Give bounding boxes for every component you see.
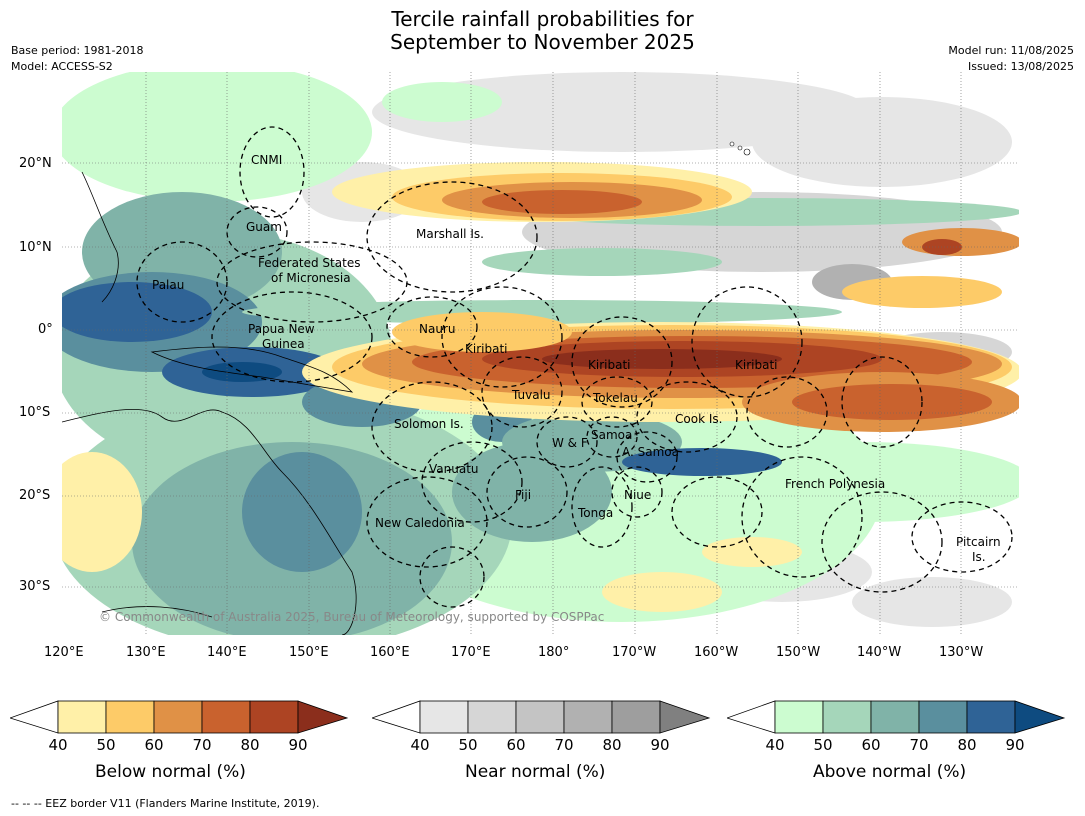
- label-pitcairn-line2: Is.: [972, 550, 986, 564]
- above-tick-90: 90: [1005, 736, 1025, 754]
- label-samoa: Samoa: [591, 428, 633, 442]
- label-kiribati-east: Kiribati: [735, 358, 778, 372]
- map-title-line1: Tercile rainfall probabilities for: [391, 7, 694, 31]
- lon-label-170w: 170°W: [612, 645, 657, 660]
- label-vanuatu: Vanuatu: [429, 462, 479, 476]
- above-tick-70: 70: [909, 736, 929, 754]
- label-nauru: Nauru: [419, 322, 456, 336]
- near-tick-50: 50: [458, 736, 478, 754]
- label-cnmi: CNMI: [251, 153, 283, 167]
- label-kiribati-central: Kiribati: [588, 358, 631, 372]
- label-png-line2: Guinea: [262, 337, 305, 351]
- below-tick-60: 60: [144, 736, 164, 754]
- lat-label-10s: 10°S: [19, 405, 51, 420]
- label-tuvalu: Tuvalu: [512, 388, 551, 402]
- below-tick-80: 80: [240, 736, 260, 754]
- label-guam: Guam: [246, 220, 282, 234]
- label-niue: Niue: [624, 488, 652, 502]
- lon-label-140e: 140°E: [207, 645, 247, 660]
- label-marshall: Marshall Is.: [416, 227, 484, 241]
- above-tick-40: 40: [765, 736, 785, 754]
- lon-label-130e: 130°E: [126, 645, 166, 660]
- label-palau: Palau: [152, 278, 185, 292]
- label-new-caledonia: New Caledonia: [375, 516, 465, 530]
- lon-label-170e: 170°E: [451, 645, 491, 660]
- near-tick-60: 60: [506, 736, 526, 754]
- graticule: [62, 72, 1019, 635]
- below-tick-90: 90: [288, 736, 308, 754]
- below-normal-title: Below normal (%): [95, 762, 246, 782]
- lat-label-20s: 20°S: [19, 488, 51, 503]
- lon-label-160w: 160°W: [694, 645, 739, 660]
- hawaii-islands: [729, 141, 751, 156]
- eez-footnote: -- -- -- EEZ border V11 (Flanders Marine…: [11, 797, 320, 810]
- colorbar-above-normal: [727, 700, 1066, 734]
- near-tick-80: 80: [602, 736, 622, 754]
- lon-label-130w: 130°W: [939, 645, 984, 660]
- issued-date: Issued: 13/08/2025: [967, 60, 1074, 73]
- below-tick-70: 70: [192, 736, 212, 754]
- label-french-polynesia: French Polynesia: [785, 477, 886, 491]
- label-solomon: Solomon Is.: [394, 417, 464, 431]
- above-normal-title: Above normal (%): [813, 762, 967, 782]
- below-tick-50: 50: [96, 736, 116, 754]
- lon-label-140w: 140°W: [857, 645, 902, 660]
- colorbar-near-normal: [372, 700, 711, 734]
- near-tick-40: 40: [410, 736, 430, 754]
- label-cook-islands: Cook Is.: [675, 412, 723, 426]
- label-kiribati-west: Kiribati: [465, 342, 508, 356]
- near-tick-90: 90: [650, 736, 670, 754]
- coastlines: [62, 171, 357, 635]
- lat-label-20n: 20°N: [19, 156, 52, 171]
- above-tick-80: 80: [957, 736, 977, 754]
- lat-label-10n: 10°N: [19, 240, 52, 255]
- label-american-samoa: A. Samoa: [622, 445, 679, 459]
- lat-label-30s: 30°S: [19, 579, 51, 594]
- near-normal-title: Near normal (%): [465, 762, 606, 782]
- lon-label-180: 180°: [538, 645, 570, 660]
- below-tick-40: 40: [48, 736, 68, 754]
- model-name: Model: ACCESS-S2: [11, 60, 113, 73]
- label-fsm-line2: of Micronesia: [271, 271, 351, 285]
- label-tonga: Tonga: [578, 506, 614, 520]
- lon-label-120e: 120°E: [44, 645, 84, 660]
- model-run: Model run: 11/08/2025: [948, 44, 1074, 57]
- lon-label-150w: 150°W: [776, 645, 821, 660]
- lon-label-150e: 150°E: [289, 645, 329, 660]
- label-pitcairn-line1: Pitcairn: [956, 535, 1001, 549]
- near-tick-70: 70: [554, 736, 574, 754]
- colorbar-below-normal: [10, 700, 349, 734]
- label-tokelau: Tokelau: [593, 391, 638, 405]
- above-tick-50: 50: [813, 736, 833, 754]
- map-title-line2: September to November 2025: [390, 30, 695, 54]
- label-wallis-futuna: W & F: [552, 436, 588, 450]
- above-tick-60: 60: [861, 736, 881, 754]
- map-canvas: [62, 72, 1019, 635]
- eez-borders: [136, 126, 1013, 608]
- lon-label-160e: 160°E: [370, 645, 410, 660]
- base-period: Base period: 1981-2018: [11, 44, 144, 57]
- rainfall-map: [62, 72, 1019, 635]
- label-fsm-line1: Federated States: [258, 256, 361, 270]
- copyright-notice: © Commonwealth of Australia 2025, Bureau…: [99, 610, 605, 624]
- label-png-line1: Papua New: [248, 322, 315, 336]
- label-fiji: Fiji: [515, 488, 532, 502]
- lat-label-0: 0°: [38, 322, 53, 337]
- below-normal-areas: [62, 162, 1019, 612]
